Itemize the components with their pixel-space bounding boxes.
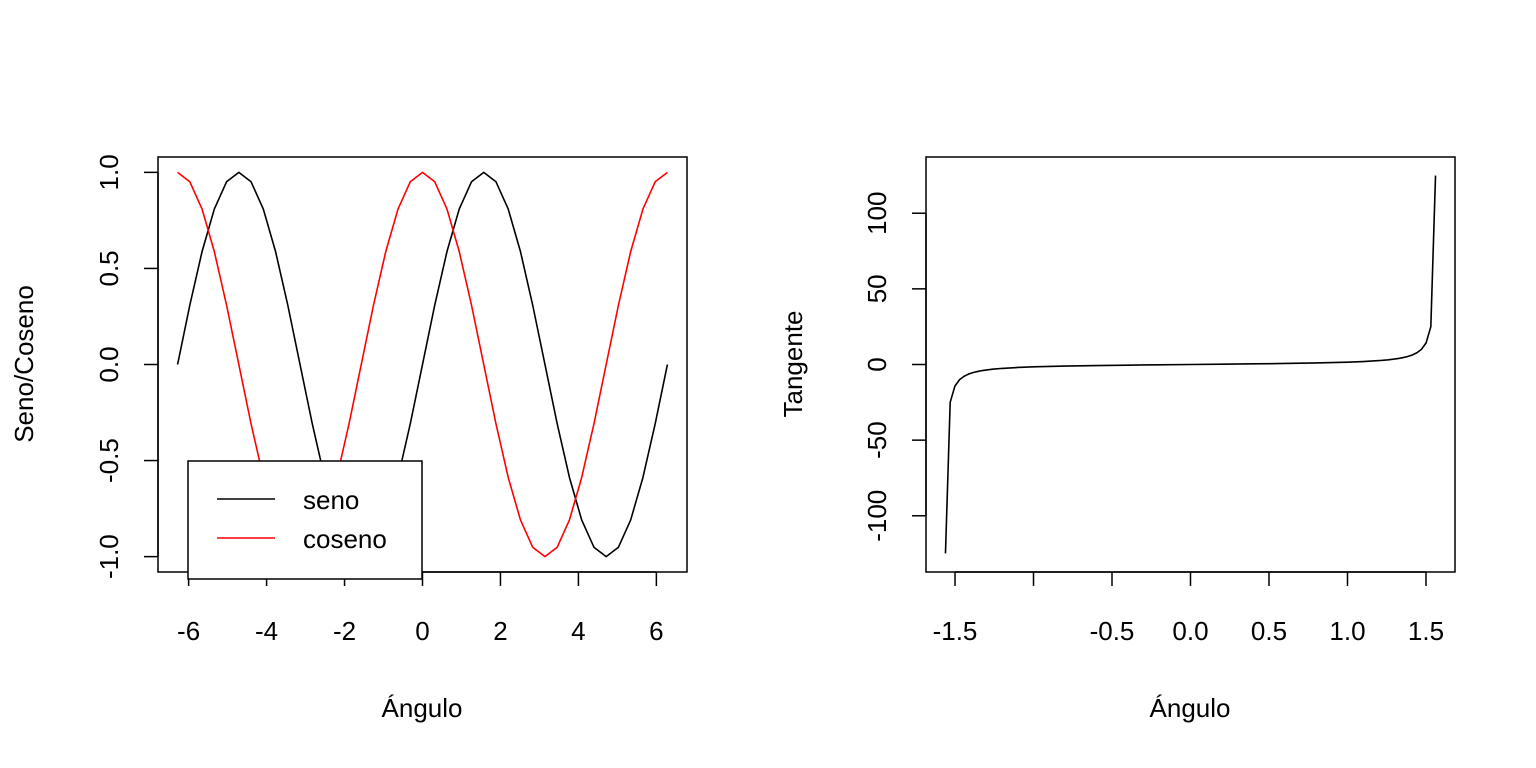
x-tick-label: 2	[493, 616, 507, 646]
x-axis-label: Ángulo	[382, 693, 463, 723]
y-axis-label: Seno/Coseno	[9, 285, 39, 443]
x-axis: -1.5 -0.5 0.0 0.5 1.0 1.5	[933, 571, 1444, 646]
x-axis-label: Ángulo	[1150, 693, 1231, 723]
x-tick-label: -2	[333, 616, 356, 646]
x-tick-label: 0.0	[1172, 616, 1208, 646]
series-line-coseno	[177, 171, 668, 558]
series-line-seno	[176, 171, 669, 558]
x-tick-label: 4	[571, 616, 585, 646]
y-axis: -1.0 -0.5 0.0 0.5 1.0	[94, 154, 159, 579]
x-tick-label: 0	[415, 616, 429, 646]
y-tick-label: 0.5	[94, 250, 124, 286]
x-tick-label: -1.5	[933, 616, 978, 646]
x-tick-label: -0.5	[1090, 616, 1135, 646]
y-tick-label: -1.0	[94, 534, 124, 579]
series-lines	[944, 175, 1437, 554]
y-tick-label: -50	[862, 421, 892, 459]
y-tick-label: 1.0	[94, 154, 124, 190]
x-tick-label: -6	[177, 616, 200, 646]
y-tick-label: -0.5	[94, 438, 124, 483]
tangent-chart: -1.5 -0.5 0.0 0.5 1.0 1.5 -100 -50 0 50 100 Ángul…	[778, 156, 1456, 723]
x-axis: -6 -4 -2 0 2 4 6	[177, 571, 664, 646]
y-tick-label: 50	[862, 274, 892, 303]
legend-label-coseno: coseno	[303, 524, 387, 554]
x-tick-label: -4	[255, 616, 278, 646]
legend-label-seno: seno	[303, 485, 359, 515]
sine-cosine-chart: -6 -4 -2 0 2 4 6 -1.0 -0.5 0.0 0.5 1.0 Ángulo Seno…	[9, 154, 688, 723]
legend: seno coseno	[187, 460, 423, 580]
y-tick-label: -100	[862, 490, 892, 542]
x-tick-label: 0.5	[1251, 616, 1287, 646]
y-tick-label: 0.0	[94, 346, 124, 382]
legend-box	[187, 460, 423, 580]
y-tick-label: 100	[862, 192, 892, 235]
y-tick-label: 0	[862, 357, 892, 371]
series-line-series-0	[944, 175, 1437, 554]
series-lines	[176, 171, 669, 558]
y-axis: -100 -50 0 50 100	[862, 192, 927, 542]
y-axis-label: Tangente	[778, 311, 808, 418]
x-tick-label: 1.0	[1329, 616, 1365, 646]
x-tick-label: 6	[649, 616, 663, 646]
x-tick-label: 1.5	[1408, 616, 1444, 646]
